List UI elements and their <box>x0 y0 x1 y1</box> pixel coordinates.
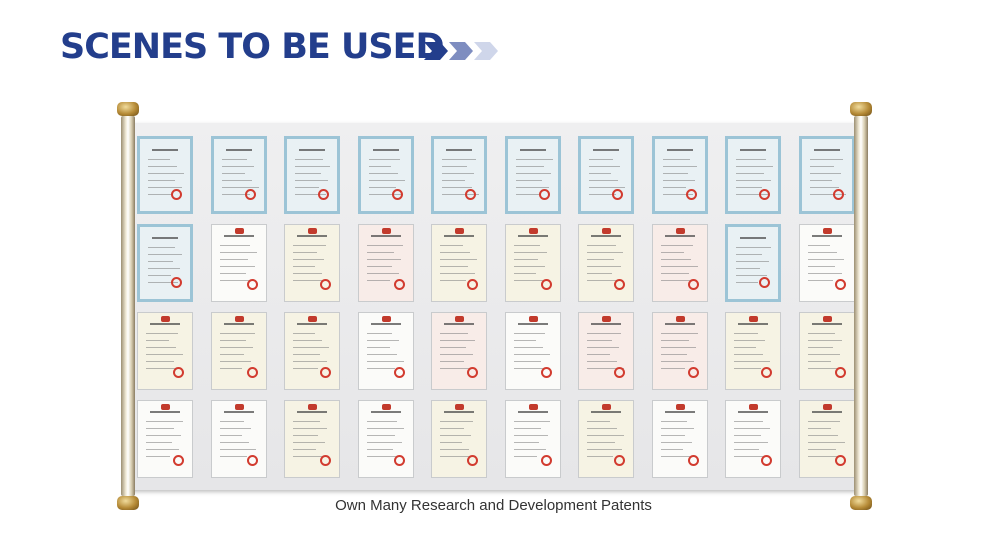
roller-knob-icon <box>117 496 139 510</box>
certificate-thumbnail <box>210 312 267 390</box>
certificate-thumbnail <box>651 136 708 214</box>
certificate-thumbnail <box>651 224 708 302</box>
certificate-thumbnail <box>210 224 267 302</box>
certificate-thumbnail <box>431 224 487 302</box>
certificate-thumbnail <box>504 136 561 214</box>
certificate-thumbnail <box>578 400 634 478</box>
certificate-thumbnail <box>725 312 781 390</box>
roller-knob-icon <box>850 496 872 510</box>
roller-knob-icon <box>117 102 139 116</box>
certificate-thumbnail <box>798 136 855 214</box>
scroll-paper <box>128 123 858 490</box>
certificate-thumbnail <box>578 136 634 214</box>
certificate-thumbnail <box>137 224 193 302</box>
certificate-thumbnail <box>798 224 855 302</box>
certificate-thumbnail <box>504 312 561 390</box>
certificate-thumbnail <box>504 400 561 478</box>
certificate-thumbnail <box>357 224 414 302</box>
certificate-thumbnail <box>798 312 855 390</box>
roller-knob-icon <box>850 102 872 116</box>
chevron-3 <box>474 42 498 60</box>
chevron-arrows-icon <box>424 42 498 60</box>
certificate-thumbnail <box>210 136 267 214</box>
scroll-roller-right <box>850 102 872 510</box>
certificate-thumbnail <box>284 400 340 478</box>
certificate-thumbnail <box>431 312 487 390</box>
certificate-thumbnail <box>137 312 193 390</box>
certificate-thumbnail <box>431 136 487 214</box>
certificate-thumbnail <box>651 312 708 390</box>
certificate-thumbnail <box>725 400 781 478</box>
caption: Own Many Research and Development Patent… <box>335 497 652 514</box>
chevron-1 <box>424 42 448 60</box>
certificate-thumbnail <box>137 400 193 478</box>
certificate-thumbnail <box>578 312 634 390</box>
certificate-thumbnail <box>357 400 414 478</box>
certificate-thumbnail <box>284 136 340 214</box>
certificate-thumbnail <box>725 136 781 214</box>
certificate-thumbnail <box>137 136 193 214</box>
certificate-thumbnail <box>651 400 708 478</box>
certificate-thumbnail <box>284 312 340 390</box>
certificate-thumbnail <box>578 224 634 302</box>
certificate-thumbnail <box>725 224 781 302</box>
chevron-2 <box>449 42 473 60</box>
certificate-thumbnail <box>798 400 855 478</box>
certificate-thumbnail <box>504 224 561 302</box>
certificate-thumbnail <box>210 400 267 478</box>
section-title: SCENES TO BE USED <box>60 27 445 67</box>
scroll-roller-left <box>117 102 139 510</box>
certificate-thumbnail <box>357 136 414 214</box>
certificate-thumbnail <box>284 224 340 302</box>
certificate-thumbnail <box>357 312 414 390</box>
certificate-thumbnail <box>431 400 487 478</box>
